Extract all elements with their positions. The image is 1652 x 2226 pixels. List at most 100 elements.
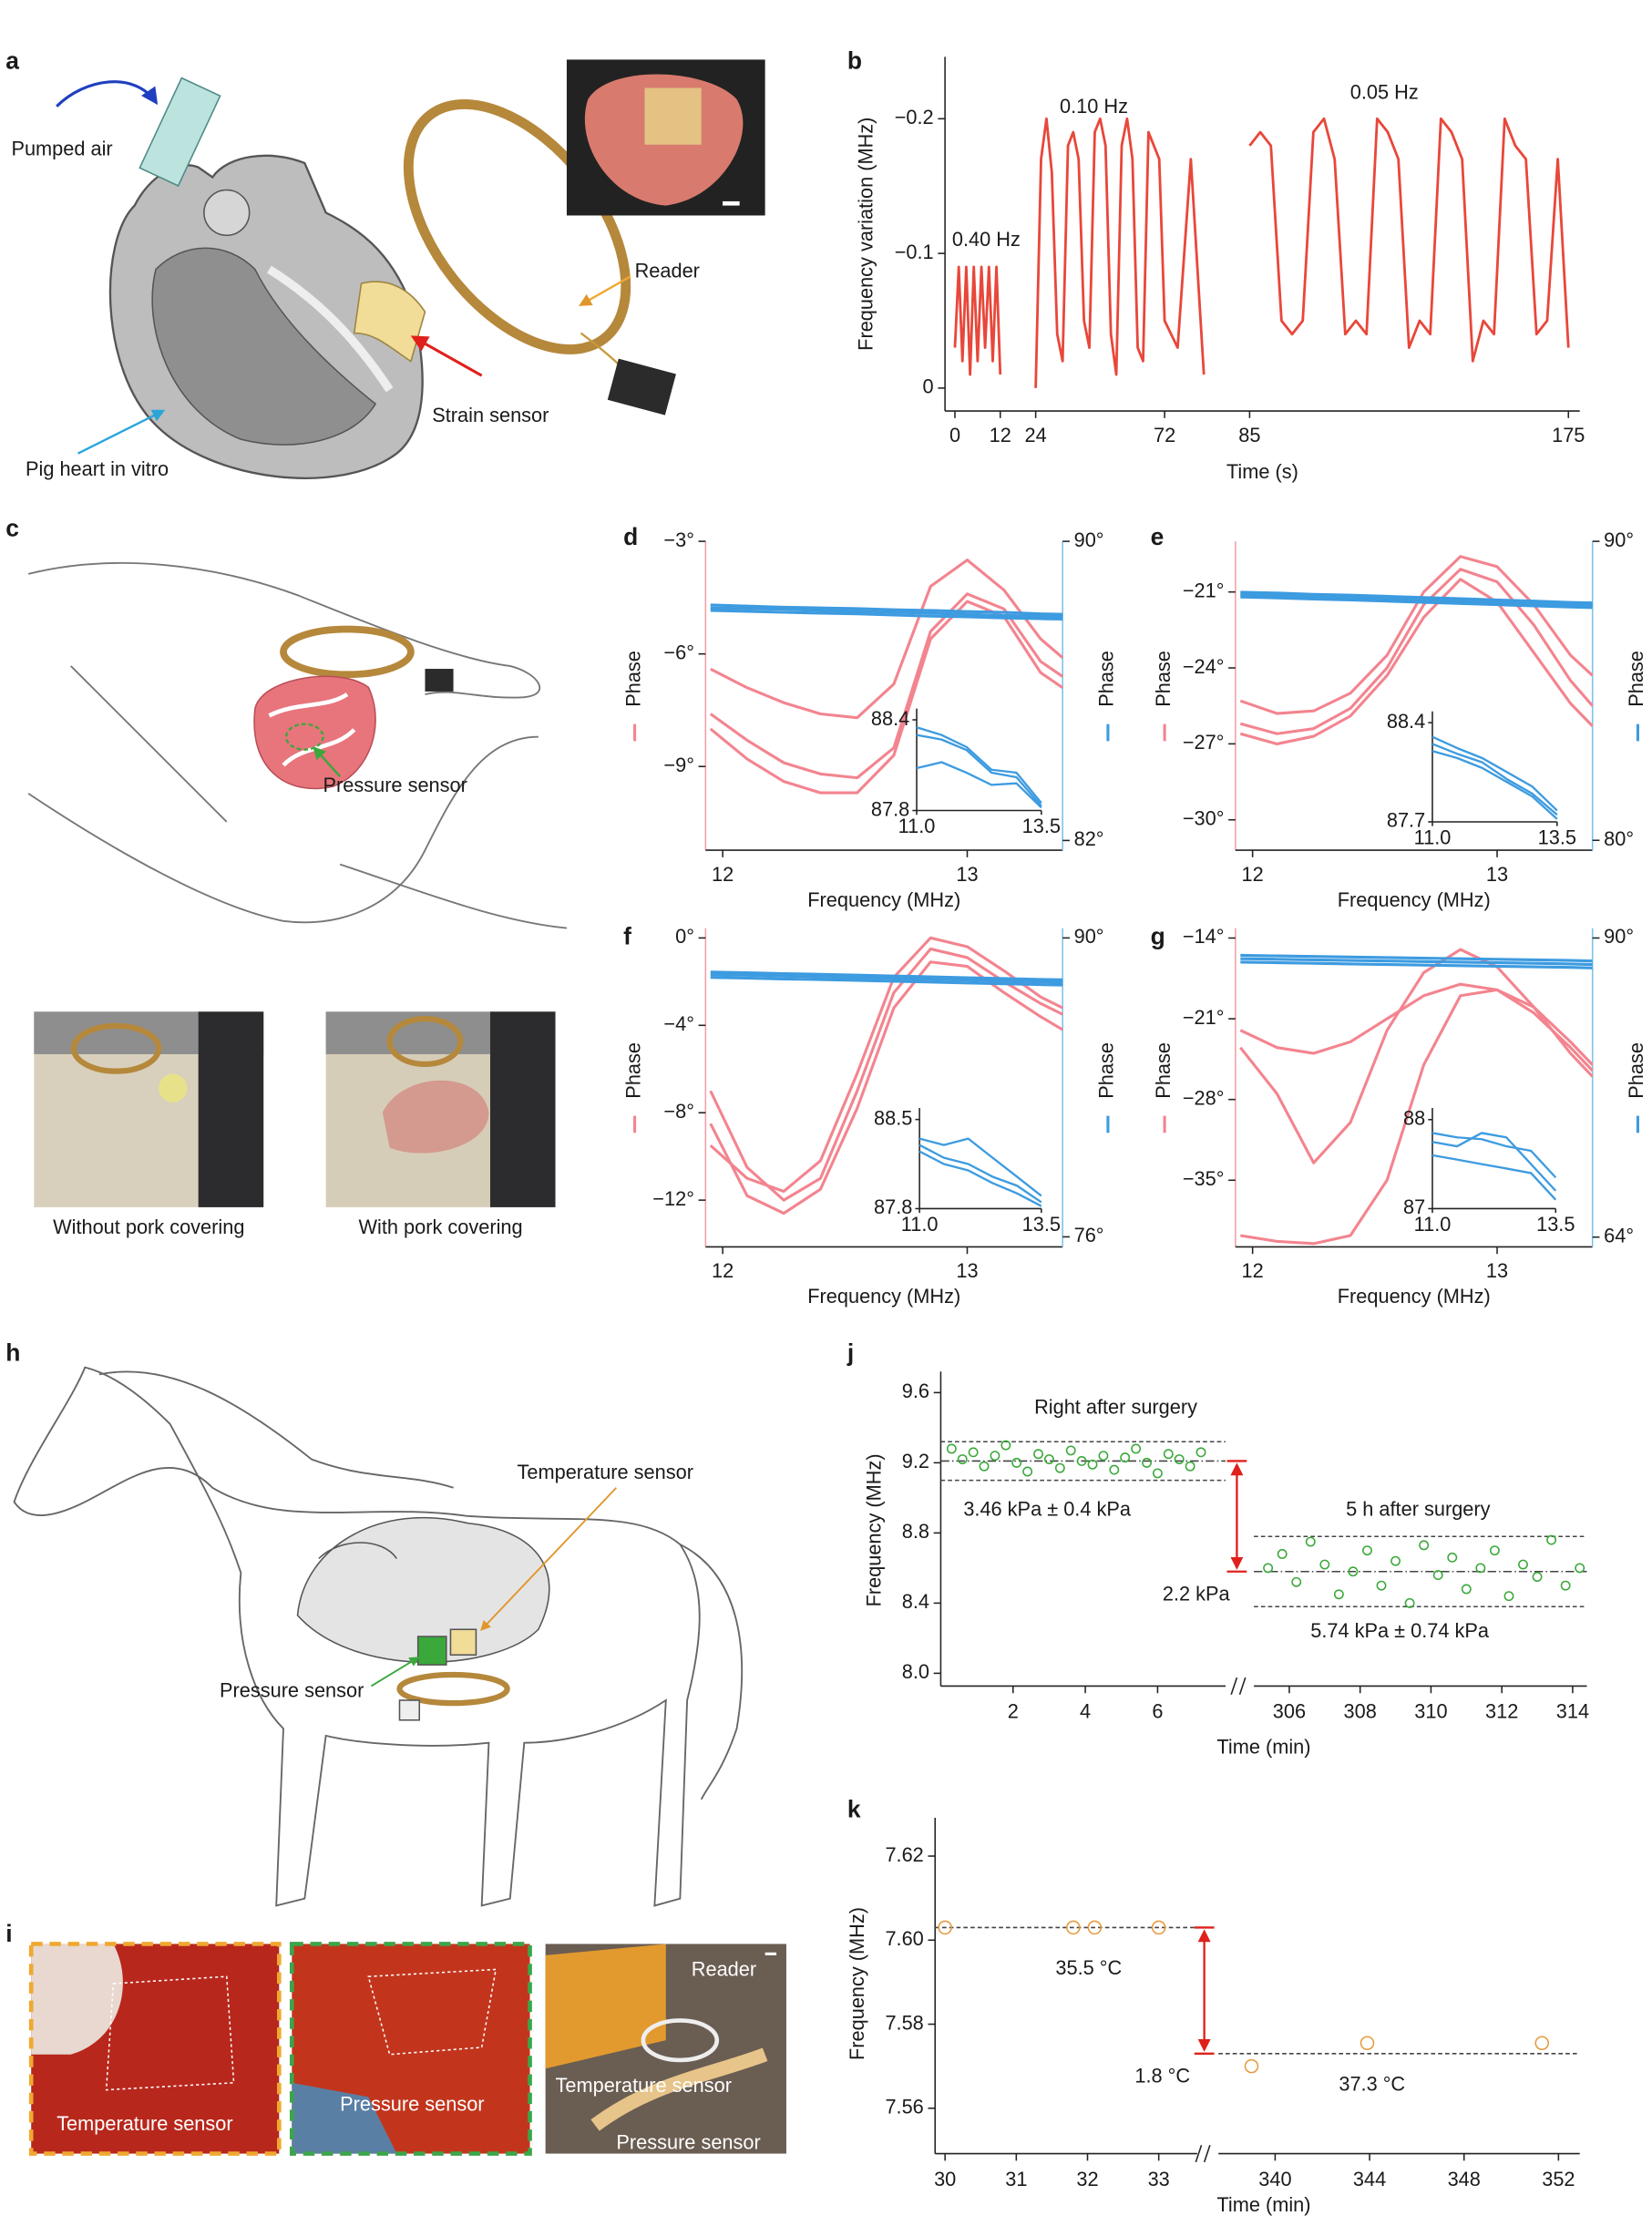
data-line: [710, 603, 1063, 616]
inset-x-tick-label: 11.0: [1414, 826, 1452, 848]
data-line: [916, 726, 1042, 805]
point: [1066, 1920, 1081, 1935]
x-tick-label: 13: [956, 863, 978, 886]
data-line: [1239, 982, 1594, 1072]
panel-letter: j: [847, 1339, 854, 1367]
axis-break: [1230, 1677, 1247, 1696]
point: [1503, 1591, 1514, 1602]
panel-letter: h: [5, 1339, 20, 1367]
x-tick-label: 308: [1344, 1700, 1377, 1723]
photo: [545, 1944, 786, 2154]
inset-y-tick-label: 87.8: [874, 1195, 912, 1218]
point: [1120, 1452, 1131, 1463]
pork-illustration: [253, 675, 376, 790]
y2-tick-label: 76°: [1074, 1224, 1104, 1246]
x-tick-label: 306: [1273, 1700, 1306, 1723]
label: With pork covering: [359, 1216, 523, 1238]
y-tick-label: 7.56: [885, 2096, 923, 2118]
point: [1098, 1451, 1109, 1462]
data-line: [1431, 750, 1558, 820]
point: [1489, 1545, 1500, 1556]
y-axis-label: Phase: [1152, 1042, 1175, 1099]
data-line: [1240, 595, 1593, 610]
data-line: [953, 117, 1570, 388]
point: [938, 1920, 952, 1935]
x-tick-label: 314: [1556, 1700, 1589, 1723]
x-axis-label: Frequency (MHz): [807, 1285, 960, 1308]
panel-letter: d: [623, 523, 638, 550]
x-tick-label: 30: [934, 2168, 956, 2190]
inset-y-tick-label: 88: [1403, 1107, 1425, 1130]
data-line: [918, 1144, 1042, 1204]
x-tick-label: 13: [1486, 1259, 1508, 1282]
data-line: [1240, 988, 1594, 1246]
axis-break: [1195, 2144, 1211, 2163]
x-axis-label: Frequency (MHz): [1338, 1285, 1491, 1308]
y-axis-label: Frequency (MHz): [863, 1453, 886, 1606]
inset-y-tick-label: 87.7: [1387, 809, 1425, 832]
y-axis-label: Phase: [1152, 651, 1175, 707]
x-axis-label: Time (min): [1216, 2193, 1310, 2216]
point: [1461, 1584, 1472, 1595]
y-tick-label: −28°: [1183, 1086, 1225, 1109]
point: [1532, 1572, 1543, 1582]
series-name: Right after surgery: [1034, 1395, 1197, 1418]
point: [1185, 1461, 1195, 1472]
inset-y-tick-label: 88.4: [1387, 710, 1425, 733]
label: Pumped air: [11, 138, 112, 160]
body-illustration: [27, 562, 568, 929]
label: Without pork covering: [53, 1216, 244, 1238]
y2-axis-label: Phase: [1625, 1042, 1647, 1099]
label: Pig heart in vitro: [26, 457, 169, 480]
point: [1333, 1589, 1344, 1600]
y-tick-label: 0°: [675, 925, 694, 948]
point: [1043, 1454, 1054, 1464]
inset-y-tick-label: 88.4: [871, 707, 909, 730]
label: Strain sensor: [432, 404, 549, 426]
x-axis-label: Time (s): [1226, 460, 1298, 483]
point: [1546, 1534, 1557, 1545]
point: [1152, 1468, 1163, 1479]
y-tick-label: −0.1: [895, 241, 934, 263]
heart-photo: [566, 59, 765, 216]
data-line: [710, 609, 1063, 621]
y2-tick-label: 90°: [1604, 925, 1634, 948]
point: [1447, 1552, 1458, 1563]
point: [1277, 1549, 1288, 1559]
x-axis-label: Time (min): [1216, 1736, 1310, 1759]
point: [1560, 1580, 1571, 1591]
point: [1319, 1559, 1330, 1570]
panel-letter: e: [1151, 523, 1165, 550]
data-line: [1239, 948, 1594, 1164]
point: [1475, 1563, 1486, 1574]
inset-x-tick-label: 13.5: [1022, 1213, 1061, 1236]
point: [1534, 2036, 1550, 2051]
photo: [34, 1011, 264, 1207]
x-tick-label: 12: [712, 1259, 734, 1282]
x-tick-label: 12: [990, 424, 1011, 446]
label: Reader: [635, 259, 700, 282]
y-tick-label: −8°: [663, 1100, 694, 1123]
point: [1518, 1559, 1528, 1570]
point: [1131, 1443, 1142, 1454]
inset-x-tick-label: 11.0: [898, 815, 936, 837]
point: [1065, 1445, 1076, 1456]
point: [979, 1461, 990, 1472]
x-tick-label: 32: [1076, 2168, 1098, 2190]
point: [1305, 1536, 1316, 1547]
label: Pressure sensor: [616, 2130, 760, 2153]
point: [1432, 1570, 1443, 1581]
inset-x-tick-label: 13.5: [1022, 815, 1061, 837]
x-tick-label: 12: [712, 863, 734, 886]
heart-illustration: [56, 77, 483, 479]
change-label: 2.2 kPa: [1163, 1583, 1231, 1605]
x-tick-label: 13: [1486, 863, 1508, 886]
photo: [325, 1011, 556, 1207]
photo: [28, 1942, 282, 2156]
point: [1011, 1457, 1022, 1468]
x-tick-label: 4: [1080, 1700, 1091, 1723]
annotation: 0.40 Hz: [952, 228, 1021, 251]
data-line: [1240, 953, 1593, 963]
x-tick-label: 2: [1008, 1700, 1019, 1723]
x-tick-label: 72: [1154, 424, 1175, 446]
